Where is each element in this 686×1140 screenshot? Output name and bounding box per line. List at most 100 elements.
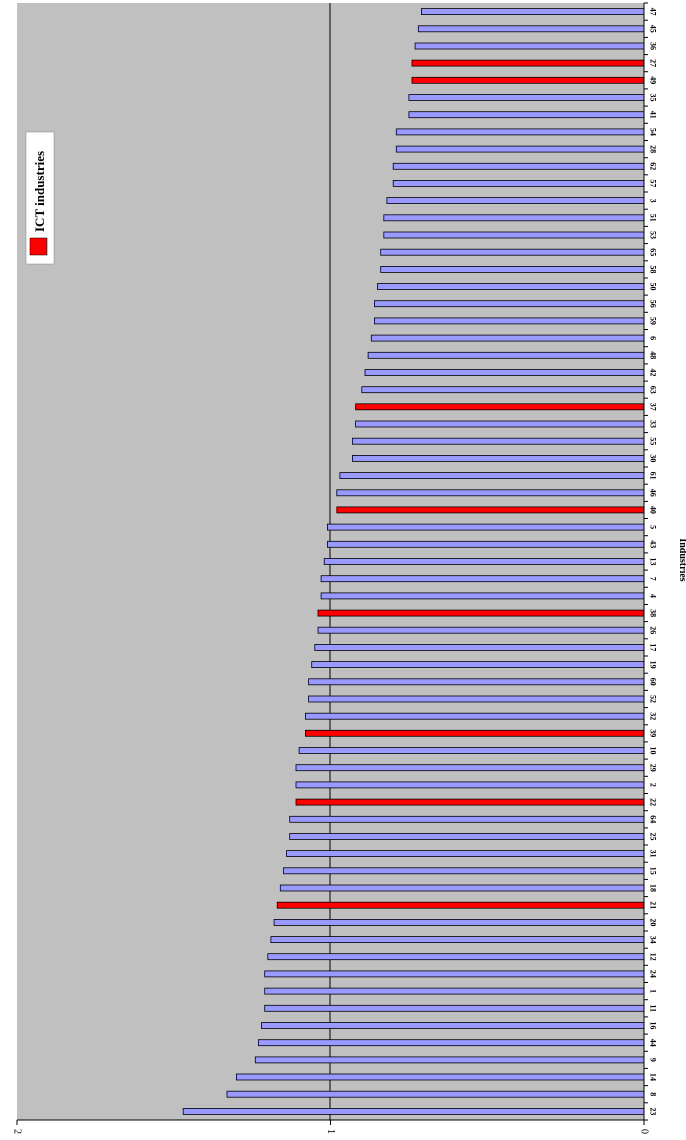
category-label-16: 16 <box>649 1022 658 1030</box>
category-label-2: 2 <box>649 783 658 787</box>
bar-47 <box>420 8 645 16</box>
category-label-32: 32 <box>649 712 658 720</box>
bar-48 <box>367 351 645 359</box>
category-label-22: 22 <box>649 798 658 806</box>
bar-17 <box>314 644 645 651</box>
bar-12 <box>267 953 645 961</box>
category-label-9: 9 <box>649 1058 658 1062</box>
category-label-51: 51 <box>649 214 658 222</box>
category-label-24: 24 <box>649 970 658 978</box>
bar-63 <box>361 386 645 394</box>
category-label-48: 48 <box>649 351 658 359</box>
category-label-6: 6 <box>649 336 658 340</box>
bar-8 <box>226 1090 645 1098</box>
category-label-49: 49 <box>649 76 658 84</box>
category-label-59: 59 <box>649 317 658 325</box>
bar-14 <box>235 1073 645 1081</box>
bar-65 <box>380 248 645 256</box>
bar-15 <box>283 867 645 875</box>
bar-45 <box>417 25 645 33</box>
bar-52 <box>308 695 645 703</box>
category-label-1: 1 <box>649 989 658 993</box>
bar-27 <box>411 59 645 67</box>
category-label-43: 43 <box>649 540 658 548</box>
legend-swatch-ict <box>29 237 48 256</box>
bar-3 <box>386 197 645 205</box>
category-label-58: 58 <box>649 265 658 273</box>
category-label-54: 54 <box>649 128 658 136</box>
value-tick-label-2: 2 <box>12 1129 23 1134</box>
category-label-5: 5 <box>649 525 658 529</box>
bar-1 <box>264 987 645 995</box>
category-label-64: 64 <box>649 815 658 823</box>
category-label-33: 33 <box>649 420 658 428</box>
bar-31 <box>286 850 645 857</box>
bar-40 <box>336 506 645 514</box>
bar-24 <box>264 970 645 978</box>
bar-34 <box>270 936 645 943</box>
bar-30 <box>351 454 645 462</box>
category-label-62: 62 <box>649 162 658 170</box>
bar-35 <box>408 94 645 101</box>
category-label-63: 63 <box>649 386 658 394</box>
category-label-60: 60 <box>649 678 658 686</box>
bar-32 <box>304 712 645 720</box>
bar-6 <box>370 334 645 342</box>
bar-58 <box>380 265 645 273</box>
value-tick-label-1: 1 <box>325 1129 336 1134</box>
bar-33 <box>355 420 645 428</box>
bar-11 <box>264 1004 645 1012</box>
category-label-38: 38 <box>649 609 658 617</box>
legend: ICT industries <box>25 131 55 265</box>
bar-56 <box>373 300 645 308</box>
category-label-7: 7 <box>649 577 658 581</box>
category-label-65: 65 <box>649 248 658 256</box>
x-axis-label: Industries <box>677 538 686 581</box>
category-label-30: 30 <box>649 454 658 462</box>
category-label-44: 44 <box>649 1039 658 1047</box>
category-label-52: 52 <box>649 695 658 703</box>
bar-18 <box>279 884 645 892</box>
category-label-28: 28 <box>649 145 658 153</box>
category-label-23: 23 <box>649 1107 658 1115</box>
bar-50 <box>377 283 645 290</box>
category-label-61: 61 <box>649 472 658 480</box>
category-label-15: 15 <box>649 867 658 875</box>
bar-41 <box>408 111 645 119</box>
bar-59 <box>373 317 645 325</box>
bar-2 <box>295 781 645 789</box>
category-labels-group: 2381494416111241234202118153125642222910… <box>649 8 658 1116</box>
category-label-39: 39 <box>649 729 658 737</box>
legend-label-ict: ICT industries <box>32 151 47 232</box>
value-tick-label-0: 0 <box>639 1129 650 1134</box>
category-label-35: 35 <box>649 94 658 102</box>
bar-29 <box>295 764 645 772</box>
category-label-41: 41 <box>649 111 658 119</box>
category-label-13: 13 <box>649 558 658 566</box>
bar-51 <box>383 214 645 222</box>
category-label-40: 40 <box>649 506 658 514</box>
bar-57 <box>392 179 645 187</box>
bar-7 <box>320 575 645 583</box>
bar-28 <box>395 145 645 153</box>
category-label-29: 29 <box>649 764 658 772</box>
bar-54 <box>395 128 645 136</box>
bar-39 <box>304 729 645 737</box>
category-ticks-group <box>644 2 648 1121</box>
bar-60 <box>308 678 645 686</box>
category-label-3: 3 <box>649 199 658 203</box>
bar-49 <box>411 76 645 84</box>
category-label-37: 37 <box>649 403 658 411</box>
value-ticks-group: 0 1 2 <box>12 1120 650 1134</box>
category-label-4: 4 <box>649 594 658 598</box>
category-label-36: 36 <box>649 42 658 50</box>
bar-62 <box>392 162 645 170</box>
category-label-47: 47 <box>649 8 658 16</box>
category-label-17: 17 <box>649 643 658 651</box>
bar-42 <box>364 369 645 376</box>
category-label-45: 45 <box>649 25 658 33</box>
category-label-14: 14 <box>649 1073 658 1081</box>
bar-55 <box>351 437 645 445</box>
bar-16 <box>261 1022 645 1029</box>
